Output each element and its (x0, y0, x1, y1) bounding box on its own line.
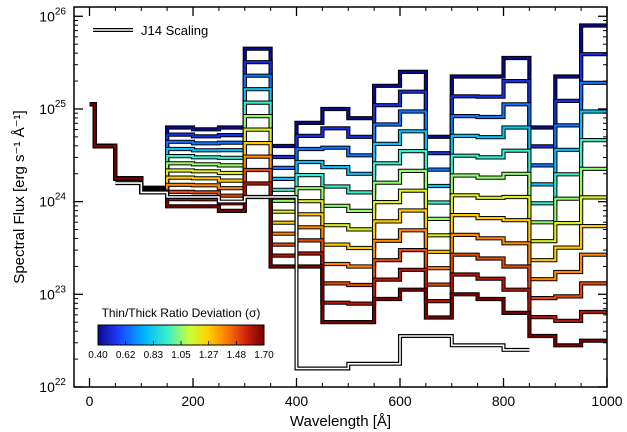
x-tick-label: 1000 (591, 393, 622, 409)
x-tick-label: 600 (388, 393, 412, 409)
ticks-layer: 0 200 400 600 800 1000 1022 1023 1024 1025 1026 (39, 6, 622, 409)
colorbar-tick-label: 1.70 (254, 350, 274, 361)
colorbar-tick-label: 0.83 (144, 350, 164, 361)
j14-scaling-line-inner (115, 182, 530, 370)
y-tick-label: 1026 (39, 6, 66, 24)
y-tick-label: 1024 (39, 192, 66, 210)
colorbar-title: Thin/Thick Ratio Deviation (σ) (102, 306, 261, 320)
x-tick-label: 800 (492, 393, 516, 409)
colorbar-tick-label: 1.27 (199, 350, 219, 361)
colorbar-tick-label: 1.05 (171, 350, 191, 361)
legend: J14 Scaling (93, 23, 208, 38)
j14-scaling-layer (115, 181, 530, 371)
plot-frame (73, 6, 608, 388)
y-axis-label: Spectral Flux [erg s⁻¹ Å⁻¹] (11, 110, 28, 283)
legend-label-j14: J14 Scaling (141, 23, 208, 38)
x-tick-label: 0 (86, 393, 94, 409)
colorbar-tick-label: 0.62 (116, 350, 136, 361)
colorbar-tick-label: 0.40 (88, 350, 108, 361)
y-tick-label: 1022 (39, 377, 66, 395)
y-tick-label: 1025 (39, 99, 66, 117)
x-tick-label: 200 (181, 393, 205, 409)
x-tick-label: 400 (285, 393, 309, 409)
colorbar-tick-label: 1.48 (227, 350, 247, 361)
y-tick-label: 1023 (39, 284, 66, 302)
series-layer (89, 23, 607, 348)
x-axis-label: Wavelength [Å] (290, 413, 391, 430)
colorbar: Thin/Thick Ratio Deviation (σ) 0.40 0.62 0.… (88, 306, 274, 361)
